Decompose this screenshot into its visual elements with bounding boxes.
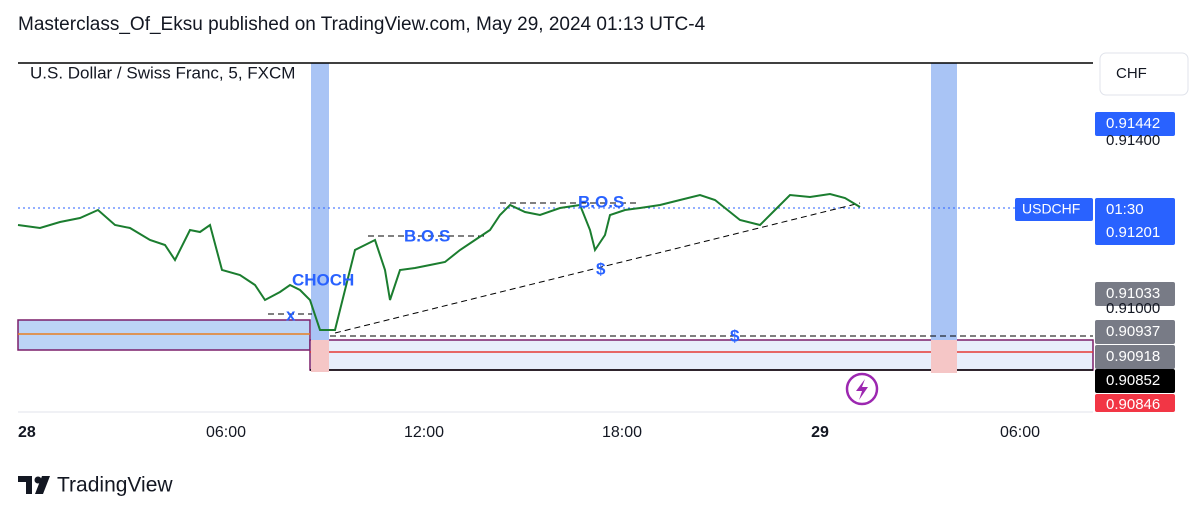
price-label: 0.91033 [1106,285,1160,302]
price-badge [1095,369,1175,393]
symbol-label: U.S. Dollar / Swiss Franc, 5, FXCM [30,63,295,82]
time-label: 28 [18,424,36,441]
price-badge [1095,320,1175,344]
annotation: B.O.S [404,226,450,245]
time-label: 06:00 [1000,424,1040,441]
annotation: $ [730,326,740,345]
price-label: 0.91201 [1106,224,1160,241]
time-highlight [311,63,329,340]
brand-name: TradingView [57,474,173,497]
time-label: 18:00 [602,424,642,441]
ticker-badge [1015,198,1093,221]
price-label: 0.90846 [1106,396,1160,413]
time-highlight-low [311,340,329,372]
countdown-label: 01:30 [1106,201,1144,218]
price-label: 0.91400 [1106,132,1160,149]
publish-title: Masterclass_Of_Eksu published on Trading… [18,14,706,35]
alert-icon[interactable] [845,372,879,406]
price-badge [1095,112,1175,136]
currency-label: CHF [1116,65,1147,82]
time-highlight [931,63,957,340]
price-badge [1095,394,1175,412]
time-label: 06:00 [206,424,246,441]
annotation: B.O.S [578,192,624,211]
annotation: x [286,305,296,324]
annotation: CHOCH [292,270,354,289]
price-badge [1095,198,1175,245]
brand-logo [18,476,50,494]
price-label: 0.90918 [1106,348,1160,365]
demand-zone [17,319,311,351]
demand-zone-extended [309,339,1094,371]
price-badge [1095,345,1175,369]
price-series [17,192,861,331]
price-label: 0.90852 [1106,372,1160,389]
time-label: 12:00 [404,424,444,441]
price-label: 0.91000 [1106,300,1160,317]
price-label: 0.90937 [1106,323,1160,340]
currency-button[interactable] [1099,52,1189,96]
ticker-label: USDCHF [1022,201,1080,217]
annotation: $ [596,259,606,278]
alert-bolt [856,379,868,400]
time-highlight-low [931,340,957,373]
trend-line [334,202,861,334]
time-label: 29 [811,424,829,441]
brand-logo-dot [34,476,42,484]
price-badge [1095,282,1175,306]
price-label: 0.91442 [1106,115,1160,132]
